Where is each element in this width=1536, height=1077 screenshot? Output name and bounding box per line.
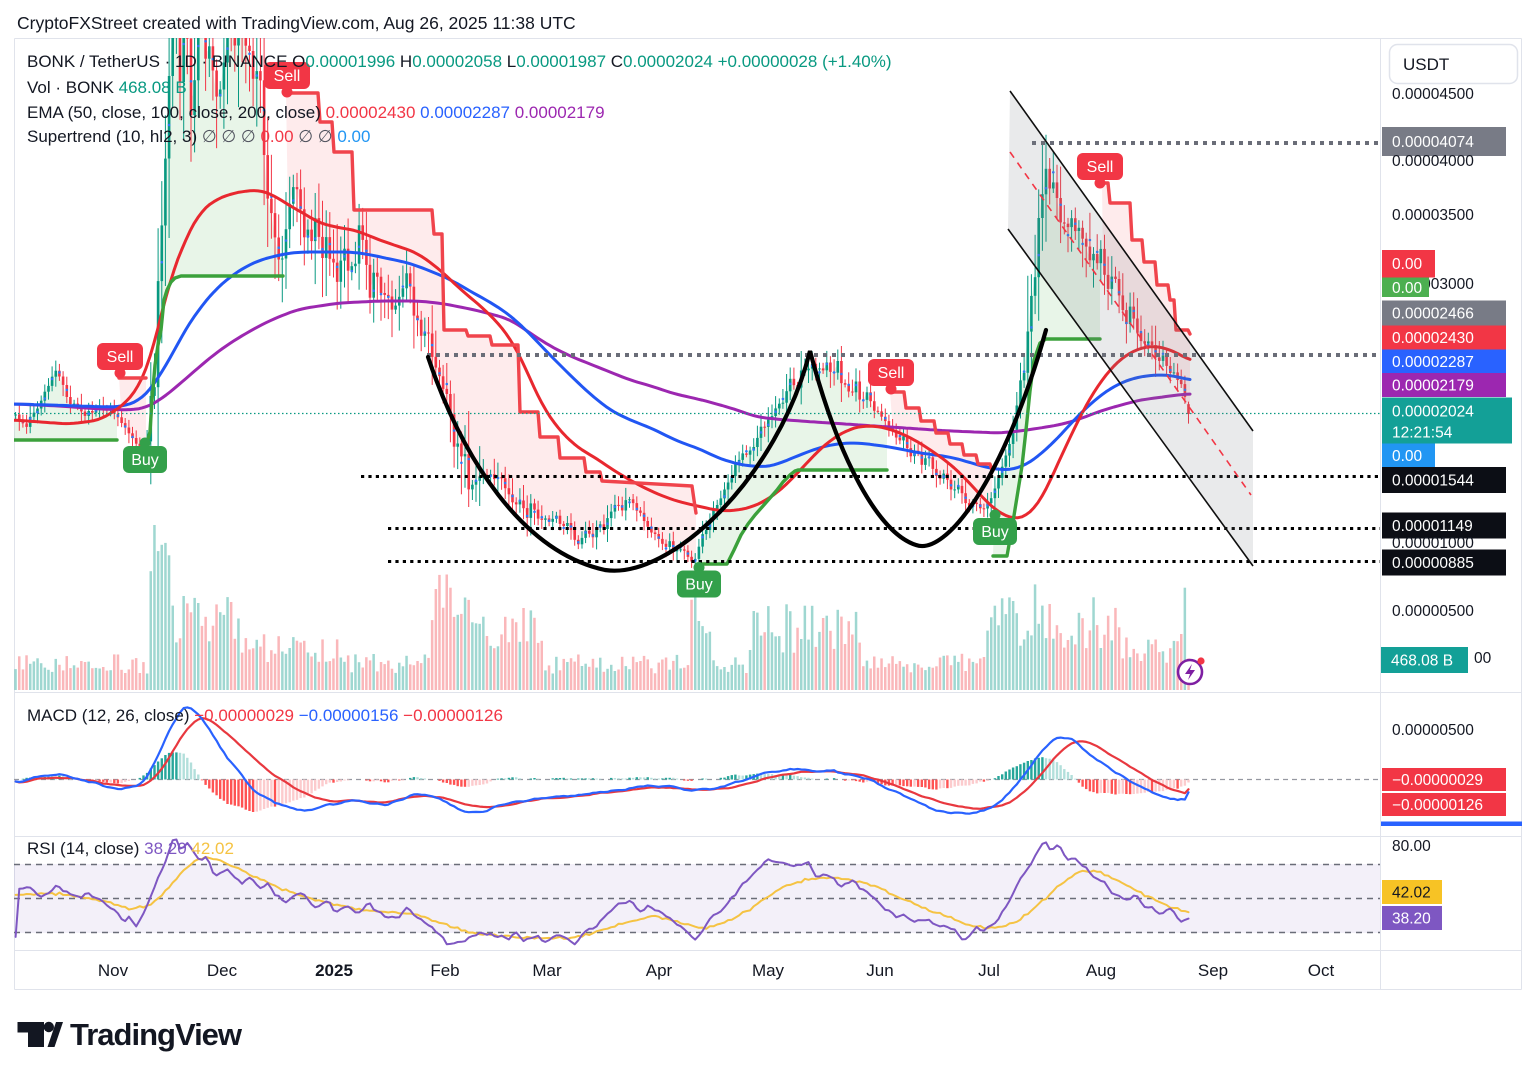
svg-text:Feb: Feb bbox=[430, 961, 459, 980]
svg-text:Jul: Jul bbox=[978, 961, 1000, 980]
svg-text:0.00000500: 0.00000500 bbox=[1392, 603, 1474, 620]
svg-text:Sell: Sell bbox=[107, 349, 134, 366]
svg-text:0.00003500: 0.00003500 bbox=[1392, 207, 1474, 224]
svg-text:0.00002466: 0.00002466 bbox=[1392, 306, 1474, 323]
svg-text:0.00001544: 0.00001544 bbox=[1392, 473, 1474, 490]
svg-text:0.00004074: 0.00004074 bbox=[1392, 134, 1474, 151]
svg-text:EMA (50, close, 100, close, 20: EMA (50, close, 100, close, 200, close) … bbox=[27, 103, 605, 122]
svg-text:0.00: 0.00 bbox=[1392, 280, 1423, 297]
svg-text:Buy: Buy bbox=[131, 452, 159, 469]
svg-text:0.00: 0.00 bbox=[1392, 448, 1423, 465]
svg-text:−0.00000029: −0.00000029 bbox=[1392, 772, 1483, 789]
svg-text:Buy: Buy bbox=[685, 577, 713, 594]
svg-text:CryptoFXStreet created with Tr: CryptoFXStreet created with TradingView.… bbox=[17, 13, 576, 33]
svg-text:0.00000885: 0.00000885 bbox=[1392, 555, 1474, 572]
svg-text:Dec: Dec bbox=[207, 961, 238, 980]
svg-text:0.00: 0.00 bbox=[1392, 256, 1423, 273]
svg-text:Nov: Nov bbox=[98, 961, 129, 980]
svg-text:12:21:54: 12:21:54 bbox=[1392, 425, 1453, 442]
svg-text:May: May bbox=[752, 961, 785, 980]
svg-text:0.00002024: 0.00002024 bbox=[1392, 404, 1474, 421]
svg-text:38.20: 38.20 bbox=[1392, 911, 1431, 928]
svg-text:0.00002430: 0.00002430 bbox=[1392, 330, 1474, 347]
svg-text:Sell: Sell bbox=[1087, 159, 1114, 176]
svg-text:Mar: Mar bbox=[532, 961, 562, 980]
svg-text:Aug: Aug bbox=[1086, 961, 1116, 980]
svg-text:00: 00 bbox=[1474, 650, 1492, 667]
svg-text:Sep: Sep bbox=[1198, 961, 1228, 980]
svg-text:0.00004000: 0.00004000 bbox=[1392, 153, 1474, 170]
svg-text:0.00001000: 0.00001000 bbox=[1392, 535, 1474, 552]
svg-text:RSI (14, close) 38.20 42.02: RSI (14, close) 38.20 42.02 bbox=[27, 839, 234, 858]
svg-text:Apr: Apr bbox=[646, 961, 673, 980]
svg-text:0.00001149: 0.00001149 bbox=[1392, 518, 1473, 535]
svg-text:0.00002179: 0.00002179 bbox=[1392, 378, 1474, 395]
svg-text:0.00002287: 0.00002287 bbox=[1392, 354, 1474, 371]
svg-text:−0.00000126: −0.00000126 bbox=[1392, 797, 1483, 814]
svg-text:Buy: Buy bbox=[981, 524, 1009, 541]
svg-text:468.08 B: 468.08 B bbox=[1391, 653, 1453, 670]
svg-text:Jun: Jun bbox=[866, 961, 893, 980]
svg-text:Supertrend (10, hl2, 3) ∅ ∅: Supertrend (10, hl2, 3) ∅ ∅ ∅ 0.00 ∅ ∅ 0… bbox=[27, 127, 370, 146]
svg-text:0.00004500: 0.00004500 bbox=[1392, 86, 1474, 103]
svg-text:Sell: Sell bbox=[878, 365, 905, 382]
svg-text:MACD (12, 26, close) −0.00000: MACD (12, 26, close) −0.00000029 −0.0000… bbox=[27, 706, 503, 725]
svg-text:USDT: USDT bbox=[1403, 55, 1449, 74]
svg-text:Sell: Sell bbox=[274, 68, 301, 85]
svg-text:Oct: Oct bbox=[1308, 961, 1335, 980]
svg-text:BONK / TetherUS · 1D · BINANCE: BONK / TetherUS · 1D · BINANCE O0.000019… bbox=[27, 52, 892, 71]
svg-text:42.02: 42.02 bbox=[1392, 885, 1431, 902]
svg-text:Vol · BONK 468.08 B: Vol · BONK 468.08 B bbox=[27, 78, 187, 97]
svg-text:TradingView: TradingView bbox=[70, 1017, 243, 1052]
svg-text:0.00000500: 0.00000500 bbox=[1392, 722, 1474, 739]
svg-text:2025: 2025 bbox=[315, 961, 353, 980]
svg-text:80.00: 80.00 bbox=[1392, 838, 1431, 855]
